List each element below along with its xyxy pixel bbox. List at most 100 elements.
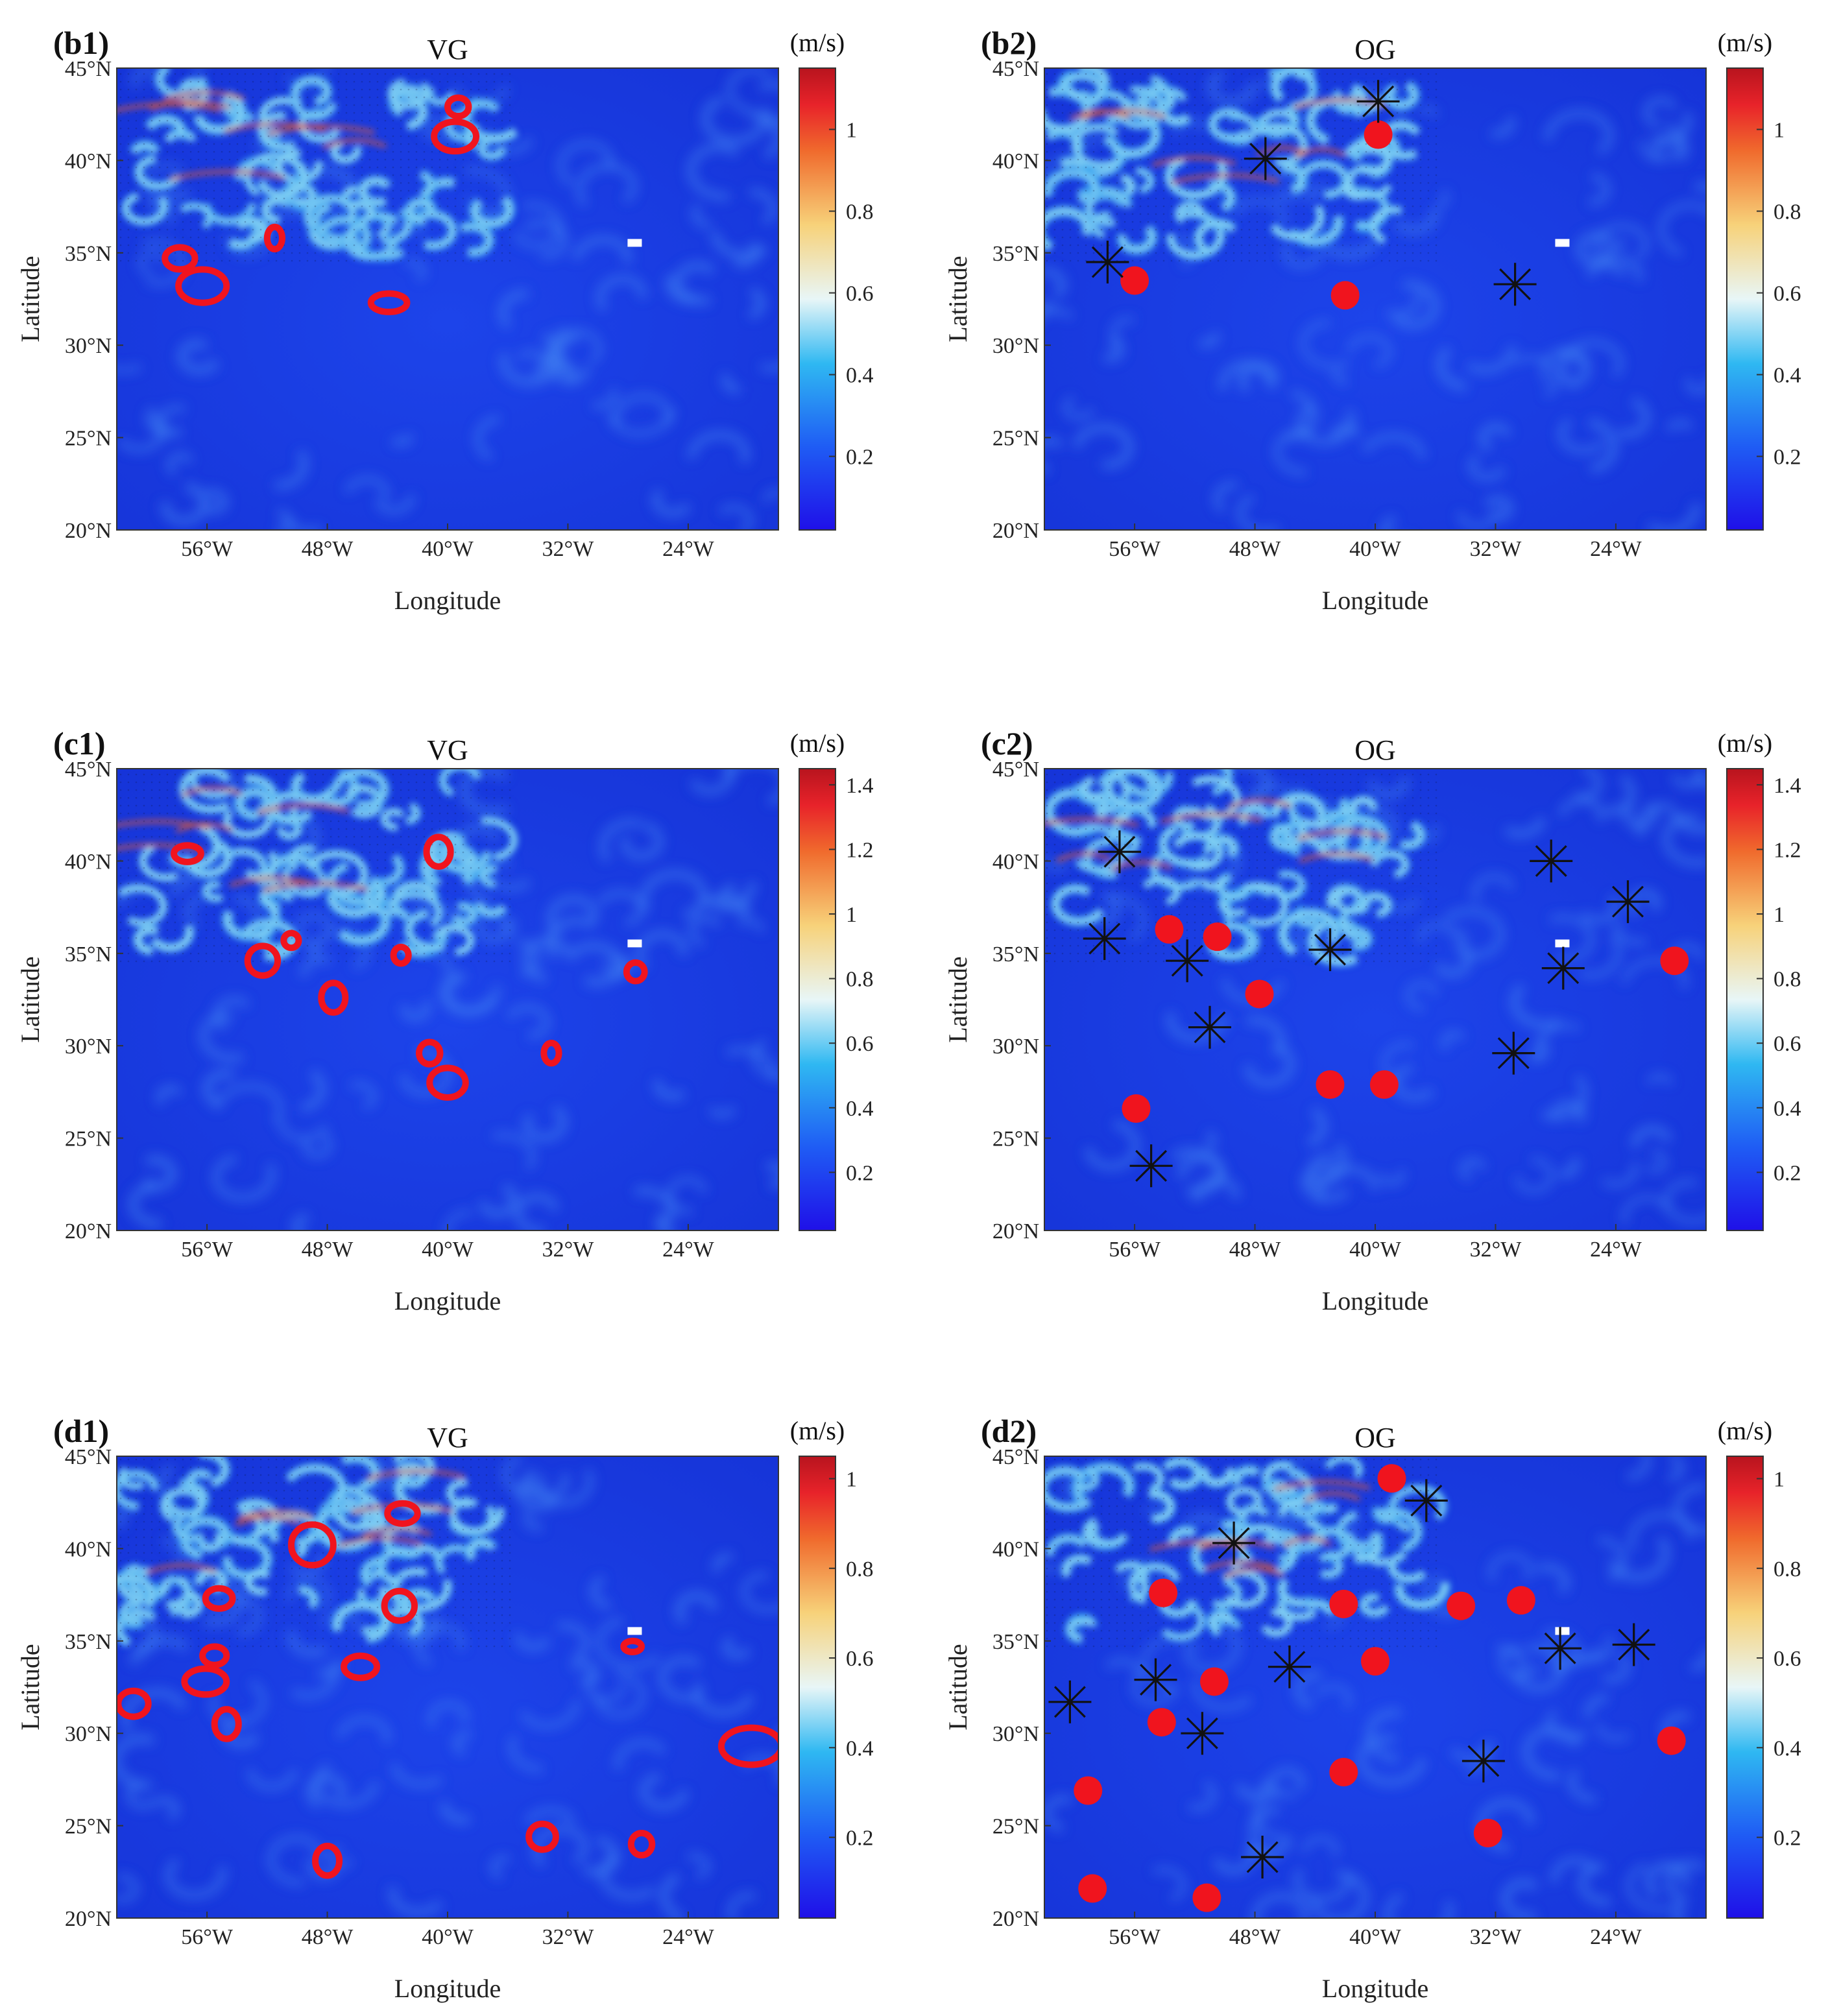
colorbar-tick-label: 0.2 xyxy=(1774,1827,1801,1851)
colorbar-tick-label: 0.4 xyxy=(1774,364,1801,388)
asterisk-marker xyxy=(1308,928,1352,972)
eddy-dot xyxy=(1369,1070,1399,1099)
y-tick-label: 20°N xyxy=(992,1907,1039,1931)
colorbar-tick-label: 1 xyxy=(846,903,857,927)
eddy-dot xyxy=(1473,1818,1502,1847)
panel-label: (d1) xyxy=(53,1413,109,1449)
y-tick-label: 20°N xyxy=(992,519,1039,543)
panel-c1: 56°W 48°W 40°W 32°W 24°W 20°N 25°N 30°N 35°N 40°N… xyxy=(16,725,874,1315)
eddy-ring xyxy=(117,1687,152,1720)
eddy-ring xyxy=(444,94,472,120)
colorbar: 0.2 0.4 0.6 0.8 1 (m/s) xyxy=(790,28,874,531)
y-tick-label: 25°N xyxy=(65,1127,112,1151)
eddy-dot xyxy=(1660,946,1689,976)
asterisk-marker xyxy=(1268,1645,1311,1688)
asterisk-marker xyxy=(1539,1627,1582,1670)
colorbar-unit: (m/s) xyxy=(1718,728,1772,758)
asterisk-marker xyxy=(1098,830,1141,874)
eddy-ring xyxy=(415,1038,444,1068)
asterisk-marker xyxy=(1612,1623,1655,1666)
panel-label: (c2) xyxy=(981,725,1033,762)
speed-field xyxy=(117,1456,778,1918)
asterisk-marker xyxy=(1212,1521,1256,1565)
asterisk-marker xyxy=(1541,946,1585,990)
colorbar-tick-label: 0.8 xyxy=(846,200,874,224)
colorbar-tick-label: 1 xyxy=(1774,1468,1785,1492)
eddy-ring xyxy=(423,834,454,870)
eddy-ring xyxy=(540,1039,562,1067)
colorbar-tick-label: 0.2 xyxy=(846,446,874,470)
velocity-vector-field xyxy=(117,1456,514,1651)
panel-c2: 56°W 48°W 40°W 32°W 24°W 20°N 25°N 30°N 35°N 40°N… xyxy=(943,725,1801,1315)
y-tick-label: 40°N xyxy=(65,149,112,173)
colorbar-tick-label: 0.6 xyxy=(1774,282,1801,306)
x-axis-label: Longitude xyxy=(1322,1974,1428,2003)
eddy-ring xyxy=(627,1829,656,1859)
faint-swirls xyxy=(1044,769,1706,1225)
x-tick-label: 32°W xyxy=(542,1238,595,1262)
x-tick-label: 24°W xyxy=(1590,1925,1642,1949)
y-tick-label: 40°N xyxy=(992,850,1039,874)
speed-field xyxy=(1044,1456,1706,1918)
colorbar-tick-label: 0.4 xyxy=(846,1736,874,1760)
colorbar-unit: (m/s) xyxy=(790,728,845,758)
y-tick-label: 20°N xyxy=(992,1219,1039,1243)
colorbar-tick-label: 1.2 xyxy=(1774,838,1801,862)
asterisk-marker xyxy=(1356,80,1400,123)
panel-label: (b2) xyxy=(981,25,1037,61)
x-axis-label: Longitude xyxy=(394,1286,501,1315)
eddy-ring xyxy=(312,1842,343,1879)
eddy-ring xyxy=(287,1521,337,1569)
x-tick-label: 32°W xyxy=(542,1925,595,1949)
y-tick-label: 25°N xyxy=(65,1815,112,1839)
panel-b2: 56°W 48°W 40°W 32°W 24°W 20°N 25°N 30°N 35°N 40°N… xyxy=(943,25,1801,615)
asterisk-marker xyxy=(1181,1712,1224,1755)
asterisk-marker xyxy=(1083,917,1126,960)
eddy-ring xyxy=(263,223,285,253)
asterisk-marker xyxy=(1134,1658,1177,1701)
y-tick-label: 35°N xyxy=(992,1630,1039,1654)
y-tick-label: 30°N xyxy=(65,1722,112,1746)
panel-title: OG xyxy=(1354,34,1396,66)
speed-field xyxy=(1044,769,1706,1230)
y-tick-label: 35°N xyxy=(65,242,112,266)
x-tick-label: 24°W xyxy=(662,537,715,561)
asterisk-marker xyxy=(1166,939,1209,983)
y-tick-label: 45°N xyxy=(992,57,1039,81)
colorbar-unit: (m/s) xyxy=(790,28,845,57)
colorbar-tick-label: 0.6 xyxy=(846,1032,874,1056)
eddy-ring xyxy=(384,1500,421,1527)
y-tick-label: 45°N xyxy=(65,758,112,782)
y-axis-label: Latitude xyxy=(16,1644,45,1730)
x-tick-label: 32°W xyxy=(542,537,595,561)
eddy-dot xyxy=(1120,266,1149,295)
panel-d1: 56°W 48°W 40°W 32°W 24°W 20°N 25°N 30°N 35°N 40°N… xyxy=(16,1413,874,2003)
y-tick-label: 30°N xyxy=(992,1722,1039,1746)
y-tick-label: 45°N xyxy=(992,758,1039,782)
speed-field xyxy=(117,769,778,1230)
asterisk-marker xyxy=(1188,1005,1231,1049)
panel-label: (d2) xyxy=(981,1413,1037,1449)
x-tick-label: 32°W xyxy=(1470,1925,1522,1949)
eddy-ring xyxy=(162,244,198,273)
y-axis-label: Latitude xyxy=(16,256,45,342)
colorbar-gradient xyxy=(1726,768,1764,1231)
x-tick-label: 56°W xyxy=(1109,537,1161,561)
y-tick-label: 25°N xyxy=(992,1127,1039,1151)
x-axis-label: Longitude xyxy=(394,1974,501,2003)
panel-title: OG xyxy=(1354,734,1396,766)
eddy-ring xyxy=(175,266,230,306)
velocity-vector-field xyxy=(117,769,514,963)
y-tick-label: 35°N xyxy=(65,1630,112,1654)
colorbar-tick-label: 0.4 xyxy=(846,1097,874,1121)
eddy-dot xyxy=(1122,1094,1151,1123)
eddy-dot xyxy=(1203,922,1232,952)
y-tick-label: 30°N xyxy=(992,334,1039,358)
x-tick-label: 24°W xyxy=(662,1238,715,1262)
x-tick-label: 56°W xyxy=(181,1238,234,1262)
eddy-ring xyxy=(426,1064,469,1101)
station-marker xyxy=(627,1627,642,1635)
asterisk-marker xyxy=(1461,1739,1505,1782)
colorbar-gradient xyxy=(1726,67,1764,531)
panel-d2: 56°W 48°W 40°W 32°W 24°W 20°N 25°N 30°N 35°N 40°N… xyxy=(943,1413,1801,2003)
